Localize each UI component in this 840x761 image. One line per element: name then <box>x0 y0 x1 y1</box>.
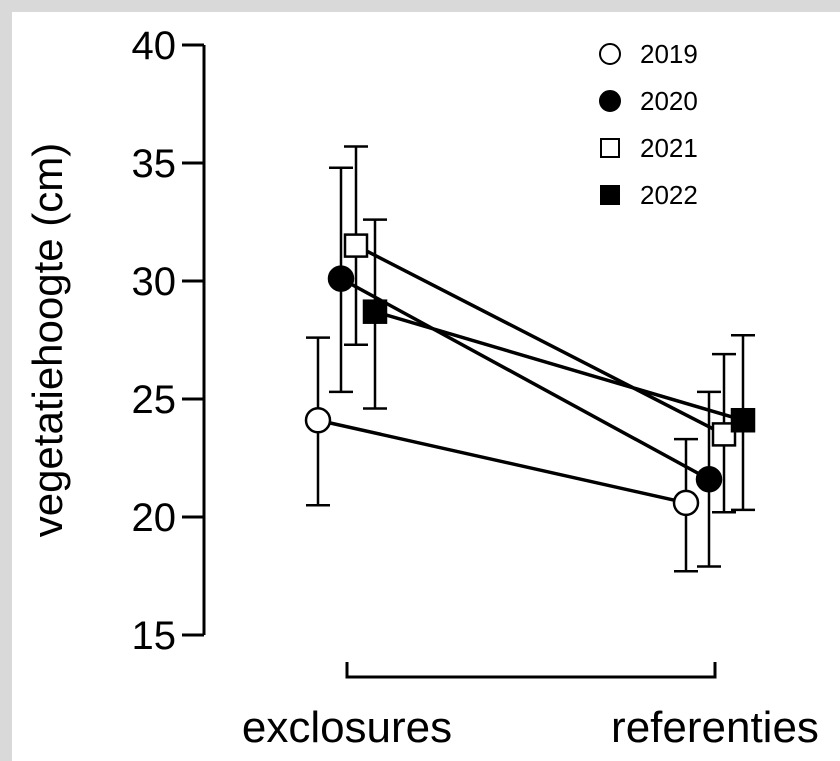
legend-label: 2019 <box>640 39 698 69</box>
series-line-2021 <box>355 244 725 436</box>
series-layer <box>304 145 756 573</box>
data-point-2021 <box>711 422 737 447</box>
y-tick-label: 40 <box>132 24 177 68</box>
data-point-2020 <box>327 265 355 292</box>
series-line-2022 <box>374 310 744 422</box>
data-point-2022 <box>362 299 388 324</box>
series-line-2019 <box>317 418 687 505</box>
y-tick-label: 25 <box>132 378 177 422</box>
data-point-2022 <box>730 407 756 433</box>
legend: 2019 2020 2021 2022 <box>599 39 698 210</box>
legend-marker <box>600 185 620 205</box>
legend-marker <box>599 90 621 112</box>
y-tick-label: 20 <box>132 496 177 540</box>
y-tick-label: 35 <box>132 142 177 186</box>
y-tick-label: 15 <box>132 614 177 658</box>
data-point-2019 <box>304 406 332 434</box>
y-axis-label: vegetatiehoogte (cm) <box>24 143 71 538</box>
data-point-2020 <box>695 465 723 493</box>
legend-label: 2021 <box>640 133 698 163</box>
legend-label: 2022 <box>640 180 698 210</box>
y-tick-label: 30 <box>132 260 177 304</box>
y-axis: 15 20 25 30 35 40 <box>132 24 206 658</box>
data-point-2021 <box>343 233 369 258</box>
series-line-2020 <box>340 277 710 481</box>
legend-marker <box>600 138 620 158</box>
x-category-label: referenties <box>611 703 819 752</box>
legend-marker <box>599 43 621 65</box>
x-axis-bracket: exclosures referenties <box>242 662 819 752</box>
data-point-2019 <box>672 489 700 517</box>
chart-figure: 15 20 25 30 35 40 exclosures referenties 2019 2… <box>12 12 840 761</box>
x-bracket-line <box>345 662 717 679</box>
legend-label: 2020 <box>640 86 698 116</box>
x-category-label: exclosures <box>242 703 452 752</box>
